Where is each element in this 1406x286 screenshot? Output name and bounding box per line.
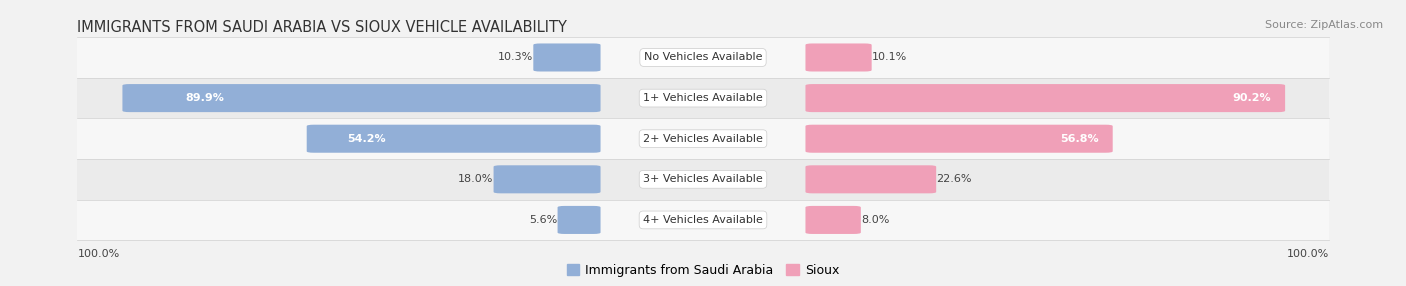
Text: 2+ Vehicles Available: 2+ Vehicles Available <box>643 134 763 144</box>
FancyBboxPatch shape <box>806 165 936 193</box>
Legend: Immigrants from Saudi Arabia, Sioux: Immigrants from Saudi Arabia, Sioux <box>567 264 839 277</box>
Text: 18.0%: 18.0% <box>458 174 494 184</box>
Text: 56.8%: 56.8% <box>1060 134 1098 144</box>
Text: 89.9%: 89.9% <box>186 93 224 103</box>
FancyBboxPatch shape <box>533 43 600 72</box>
Text: Source: ZipAtlas.com: Source: ZipAtlas.com <box>1264 20 1384 30</box>
Text: 90.2%: 90.2% <box>1233 93 1271 103</box>
Text: 100.0%: 100.0% <box>1286 249 1329 259</box>
FancyBboxPatch shape <box>307 125 600 153</box>
Text: 54.2%: 54.2% <box>347 134 385 144</box>
Bar <box>77 118 1329 159</box>
Text: 10.3%: 10.3% <box>498 53 533 62</box>
FancyBboxPatch shape <box>558 206 600 234</box>
Bar <box>77 37 1329 78</box>
Text: 100.0%: 100.0% <box>77 249 120 259</box>
Text: 8.0%: 8.0% <box>860 215 889 225</box>
Text: No Vehicles Available: No Vehicles Available <box>644 53 762 62</box>
FancyBboxPatch shape <box>806 84 1285 112</box>
Text: 5.6%: 5.6% <box>529 215 558 225</box>
Text: 10.1%: 10.1% <box>872 53 907 62</box>
FancyBboxPatch shape <box>806 206 860 234</box>
Text: 22.6%: 22.6% <box>936 174 972 184</box>
Bar <box>77 78 1329 118</box>
Text: 3+ Vehicles Available: 3+ Vehicles Available <box>643 174 763 184</box>
Bar <box>77 200 1329 240</box>
FancyBboxPatch shape <box>806 125 1112 153</box>
FancyBboxPatch shape <box>494 165 600 193</box>
FancyBboxPatch shape <box>806 43 872 72</box>
Text: IMMIGRANTS FROM SAUDI ARABIA VS SIOUX VEHICLE AVAILABILITY: IMMIGRANTS FROM SAUDI ARABIA VS SIOUX VE… <box>77 20 567 35</box>
Bar <box>77 159 1329 200</box>
Text: 1+ Vehicles Available: 1+ Vehicles Available <box>643 93 763 103</box>
FancyBboxPatch shape <box>122 84 600 112</box>
Text: 4+ Vehicles Available: 4+ Vehicles Available <box>643 215 763 225</box>
